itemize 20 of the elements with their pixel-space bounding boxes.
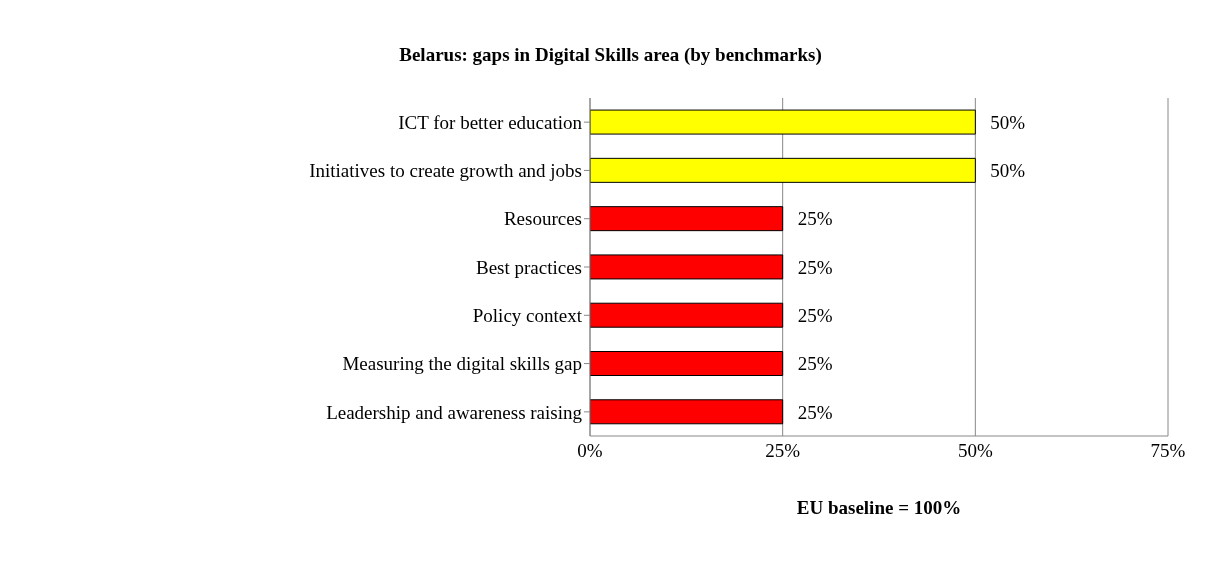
x-tick-label: 75% — [1150, 440, 1186, 462]
data-label: 25% — [797, 304, 833, 326]
data-label: 25% — [797, 401, 833, 423]
data-label: 25% — [797, 256, 833, 278]
x-tick-label: 0% — [577, 440, 603, 462]
x-axis-title: EU baseline = 100% — [796, 497, 962, 518]
data-label: 50% — [990, 160, 1026, 182]
data-label: 25% — [797, 208, 833, 230]
y-tick-label: Initiatives to create growth and jobs — [309, 160, 582, 182]
y-tick-label: Resources — [503, 208, 582, 230]
y-tick-label: Best practices — [475, 256, 582, 278]
y-tick-label: ICT for better education — [398, 111, 583, 133]
y-tick-label: Policy context — [472, 305, 583, 327]
x-tick-label: 50% — [957, 440, 993, 462]
chart-title: Belarus: gaps in Digital Skills area (by benchmarks) — [398, 44, 823, 66]
x-tick-label: 25% — [765, 440, 801, 462]
data-label: 50% — [990, 111, 1026, 133]
data-label: 25% — [797, 353, 833, 375]
y-tick-label: Leadership and awareness raising — [326, 401, 583, 423]
y-tick-label: Measuring the digital skills gap — [342, 353, 582, 375]
